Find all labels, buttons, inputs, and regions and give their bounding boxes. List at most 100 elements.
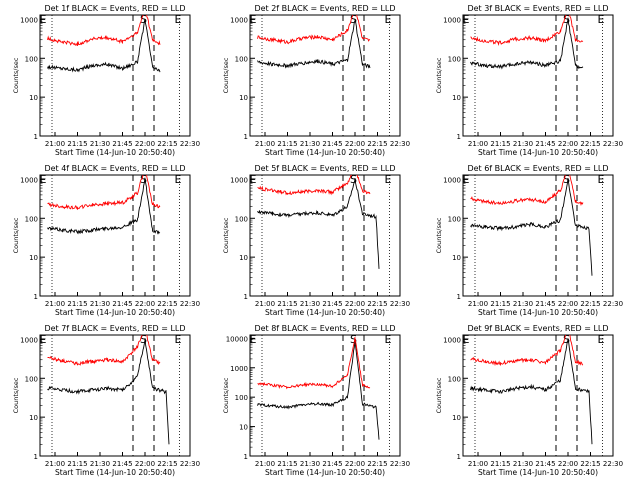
interval-marker-label: S	[350, 333, 357, 346]
panel-title: Det 6f BLACK = Events, RED = LLD	[467, 164, 608, 173]
x-tick-label: 21:00	[468, 460, 488, 468]
x-tick-label: 21:00	[45, 300, 65, 308]
y-tick-label: 1	[457, 453, 461, 461]
panel-title: Det 8f BLACK = Events, RED = LLD	[254, 324, 395, 333]
interval-marker-label: S	[350, 13, 357, 26]
events-series-line	[47, 177, 161, 235]
x-tick-label: 22:30	[180, 300, 200, 308]
y-tick-label: 1	[244, 453, 248, 461]
x-tick-label: 21:30	[513, 300, 533, 308]
plot-frame	[462, 14, 614, 137]
y-axis-label: Counts/sec	[222, 377, 230, 413]
lld-series-line	[47, 15, 161, 46]
y-tick-label: 1	[34, 453, 38, 461]
x-tick-label: 21:00	[468, 140, 488, 148]
plot-frame	[249, 174, 401, 297]
interval-marker-label: E	[463, 173, 470, 186]
panel-title: Det 2f BLACK = Events, RED = LLD	[254, 4, 395, 13]
x-tick-label: 22:00	[345, 300, 365, 308]
y-tick-label: 100	[448, 375, 461, 383]
x-tick-label: 21:45	[322, 300, 342, 308]
y-axis-label: Counts/sec	[222, 57, 230, 93]
x-tick-label: 22:00	[135, 300, 155, 308]
x-tick-label: 22:30	[603, 140, 623, 148]
y-axis-label: Counts/sec	[12, 377, 20, 413]
panel-1: Det 1f BLACK = Events, RED = LLD 1 10 100 10…	[12, 4, 200, 157]
y-tick-label: 1	[244, 293, 248, 301]
y-tick-label: 1000	[230, 176, 248, 184]
y-tick-label: 1000	[230, 365, 248, 373]
y-tick-label: 100	[448, 55, 461, 63]
x-tick-label: 22:00	[345, 140, 365, 148]
plot-frame	[39, 334, 191, 457]
interval-marker-label: E	[463, 333, 470, 346]
x-tick-label: 21:45	[535, 460, 555, 468]
x-tick-label: 22:00	[558, 140, 578, 148]
interval-marker-label: E	[250, 13, 257, 26]
y-tick-label: 10	[29, 414, 38, 422]
lld-series-line	[47, 175, 161, 211]
lld-series-line	[257, 175, 371, 196]
x-tick-label: 22:15	[367, 460, 387, 468]
x-tick-label: 21:15	[67, 300, 87, 308]
interval-marker-label: E	[385, 333, 392, 346]
y-tick-label: 10	[452, 414, 461, 422]
plot-frame	[39, 14, 191, 137]
x-tick-label: 22:30	[390, 300, 410, 308]
x-tick-label: 22:30	[390, 140, 410, 148]
x-axis-label: Start Time (14-Jun-10 20:50:40)	[265, 468, 385, 477]
events-series-line	[47, 18, 161, 73]
y-tick-label: 100	[235, 215, 248, 223]
y-tick-label: 10	[239, 254, 248, 262]
y-axis-label: Counts/sec	[435, 57, 443, 93]
y-tick-label: 1000	[20, 16, 38, 24]
x-tick-label: 22:15	[367, 140, 387, 148]
y-tick-label: 1	[457, 133, 461, 141]
y-tick-label: 10	[452, 94, 461, 102]
y-tick-label: 10000	[226, 335, 248, 343]
plot-frame	[462, 334, 614, 457]
interval-marker-label: E	[385, 13, 392, 26]
x-tick-label: 22:00	[345, 460, 365, 468]
x-tick-label: 21:00	[45, 140, 65, 148]
events-series-line	[470, 17, 584, 70]
events-series-line	[257, 19, 371, 69]
panel-5: Det 5f BLACK = Events, RED = LLD 1 10 100 10…	[222, 164, 410, 317]
panel-4: Det 4f BLACK = Events, RED = LLD 1 10 100 10…	[12, 164, 200, 317]
interval-marker-label: E	[598, 333, 605, 346]
y-tick-label: 1	[244, 133, 248, 141]
x-tick-label: 21:15	[67, 460, 87, 468]
y-tick-label: 1000	[20, 336, 38, 344]
y-axis-label: Counts/sec	[12, 57, 20, 93]
y-tick-label: 10	[239, 94, 248, 102]
x-tick-label: 21:30	[513, 460, 533, 468]
interval-marker-label: S	[140, 333, 147, 346]
x-tick-label: 21:00	[45, 460, 65, 468]
lld-series-line	[470, 15, 584, 47]
interval-marker-label: S	[563, 173, 570, 186]
x-tick-label: 22:30	[180, 140, 200, 148]
interval-marker-label: S	[140, 173, 147, 186]
panel-8: Det 8f BLACK = Events, RED = LLD 1 10 100 10…	[222, 324, 410, 477]
interval-marker-label: E	[175, 13, 182, 26]
x-axis-label: Start Time (14-Jun-10 20:50:40)	[55, 308, 175, 317]
x-tick-label: 21:15	[277, 460, 297, 468]
y-tick-label: 100	[25, 55, 38, 63]
lld-series-line	[470, 335, 584, 367]
y-axis-label: Counts/sec	[222, 217, 230, 253]
panel-title: Det 1f BLACK = Events, RED = LLD	[44, 4, 185, 13]
interval-marker-label: S	[563, 13, 570, 26]
x-tick-label: 21:45	[535, 300, 555, 308]
panel-9: Det 9f BLACK = Events, RED = LLD 1 10 100 10…	[435, 324, 623, 477]
x-axis-label: Start Time (14-Jun-10 20:50:40)	[478, 148, 598, 157]
y-tick-label: 100	[448, 215, 461, 223]
interval-marker-label: S	[350, 173, 357, 186]
x-axis-label: Start Time (14-Jun-10 20:50:40)	[265, 308, 385, 317]
interval-marker-label: E	[385, 173, 392, 186]
x-tick-label: 22:00	[558, 460, 578, 468]
y-tick-label: 1	[457, 293, 461, 301]
y-axis-label: Counts/sec	[12, 217, 20, 253]
interval-marker-label: E	[250, 173, 257, 186]
x-tick-label: 21:45	[112, 460, 132, 468]
interval-marker-label: E	[250, 333, 257, 346]
